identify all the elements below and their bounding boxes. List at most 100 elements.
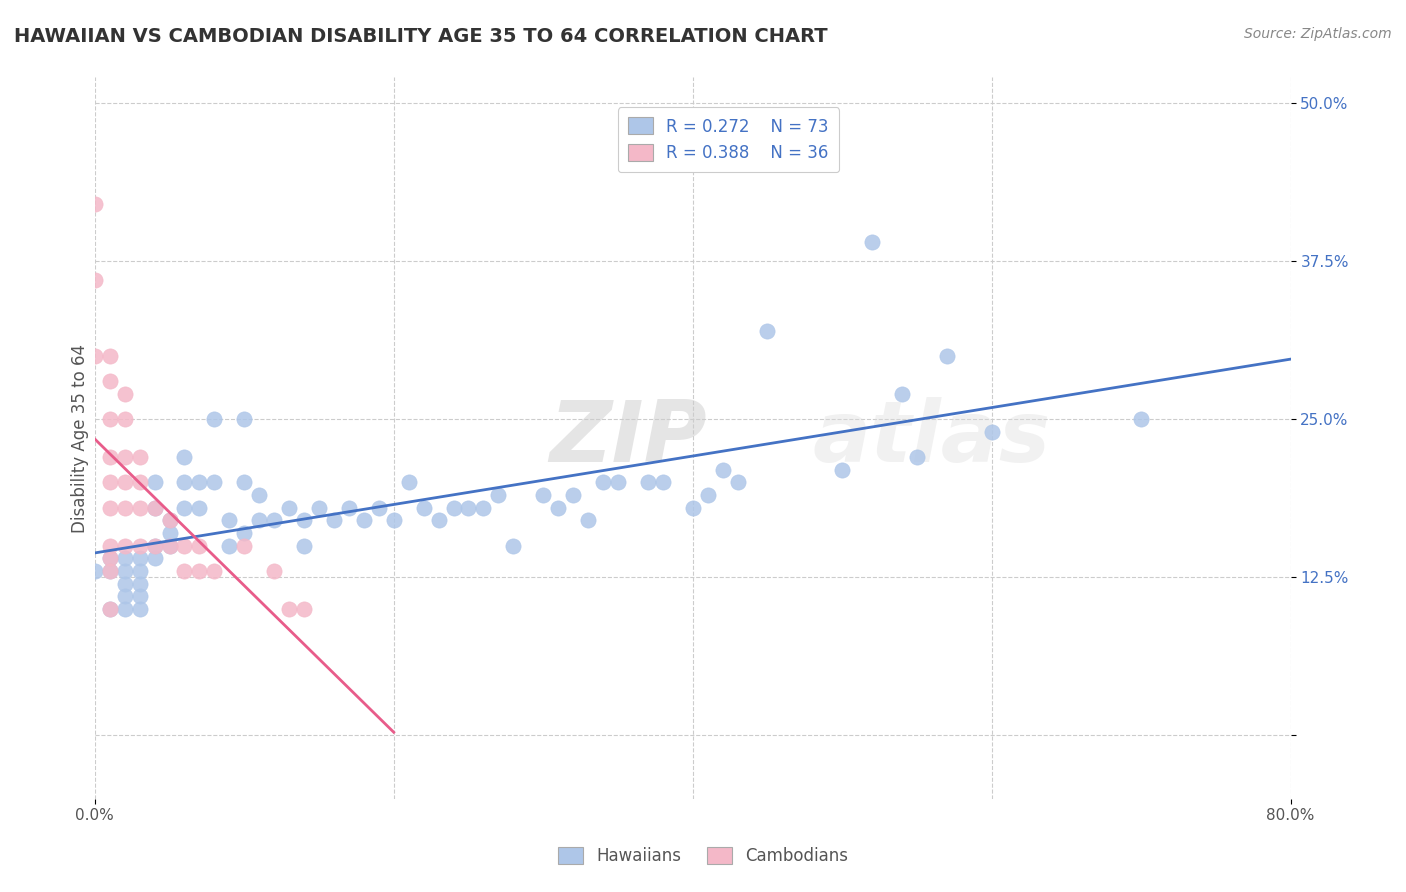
Point — [860, 235, 883, 249]
Point — [607, 475, 630, 490]
Point — [263, 564, 285, 578]
Point — [114, 450, 136, 464]
Point — [531, 488, 554, 502]
Point — [353, 513, 375, 527]
Point — [412, 500, 434, 515]
Point — [173, 564, 195, 578]
Point — [173, 539, 195, 553]
Point — [114, 500, 136, 515]
Point — [159, 513, 181, 527]
Point — [173, 475, 195, 490]
Point — [143, 475, 166, 490]
Point — [218, 539, 240, 553]
Point — [159, 539, 181, 553]
Point — [128, 539, 150, 553]
Point — [114, 539, 136, 553]
Point — [83, 197, 105, 211]
Point — [202, 564, 225, 578]
Point — [233, 475, 256, 490]
Point — [98, 450, 121, 464]
Point — [143, 551, 166, 566]
Point — [98, 602, 121, 616]
Point — [247, 513, 270, 527]
Point — [696, 488, 718, 502]
Point — [128, 475, 150, 490]
Text: atlas: atlas — [813, 397, 1050, 480]
Point — [905, 450, 928, 464]
Point — [980, 425, 1002, 439]
Point — [143, 500, 166, 515]
Point — [472, 500, 495, 515]
Point — [398, 475, 420, 490]
Point — [128, 576, 150, 591]
Point — [128, 589, 150, 603]
Point — [114, 475, 136, 490]
Point — [292, 513, 315, 527]
Point — [128, 564, 150, 578]
Point — [292, 602, 315, 616]
Point — [173, 450, 195, 464]
Point — [98, 500, 121, 515]
Point — [278, 602, 301, 616]
Point — [98, 374, 121, 388]
Point — [98, 475, 121, 490]
Point — [98, 349, 121, 363]
Point — [159, 526, 181, 541]
Legend: R = 0.272    N = 73, R = 0.388    N = 36: R = 0.272 N = 73, R = 0.388 N = 36 — [619, 107, 839, 172]
Point — [247, 488, 270, 502]
Point — [457, 500, 479, 515]
Point — [143, 500, 166, 515]
Point — [831, 463, 853, 477]
Point — [128, 450, 150, 464]
Point — [98, 412, 121, 426]
Point — [502, 539, 524, 553]
Point — [114, 589, 136, 603]
Point — [382, 513, 405, 527]
Point — [128, 551, 150, 566]
Legend: Hawaiians, Cambodians: Hawaiians, Cambodians — [548, 837, 858, 875]
Point — [128, 500, 150, 515]
Point — [278, 500, 301, 515]
Text: HAWAIIAN VS CAMBODIAN DISABILITY AGE 35 TO 64 CORRELATION CHART: HAWAIIAN VS CAMBODIAN DISABILITY AGE 35 … — [14, 27, 828, 45]
Text: Source: ZipAtlas.com: Source: ZipAtlas.com — [1244, 27, 1392, 41]
Point — [427, 513, 450, 527]
Point — [367, 500, 389, 515]
Point — [114, 386, 136, 401]
Point — [443, 500, 465, 515]
Point — [233, 539, 256, 553]
Point — [114, 551, 136, 566]
Text: ZIP: ZIP — [550, 397, 707, 480]
Point — [98, 602, 121, 616]
Point — [114, 412, 136, 426]
Point — [1130, 412, 1153, 426]
Point — [188, 475, 211, 490]
Point — [188, 539, 211, 553]
Point — [173, 500, 195, 515]
Point — [756, 324, 779, 338]
Point — [323, 513, 346, 527]
Point — [98, 564, 121, 578]
Point — [592, 475, 614, 490]
Point — [114, 602, 136, 616]
Point — [98, 564, 121, 578]
Point — [292, 539, 315, 553]
Point — [83, 273, 105, 287]
Point — [98, 551, 121, 566]
Point — [143, 539, 166, 553]
Point — [83, 349, 105, 363]
Y-axis label: Disability Age 35 to 64: Disability Age 35 to 64 — [72, 343, 89, 533]
Point — [128, 602, 150, 616]
Point — [308, 500, 330, 515]
Point — [547, 500, 569, 515]
Point — [576, 513, 599, 527]
Point — [202, 475, 225, 490]
Point — [98, 539, 121, 553]
Point — [233, 412, 256, 426]
Point — [114, 564, 136, 578]
Point — [202, 412, 225, 426]
Point — [637, 475, 659, 490]
Point — [891, 386, 914, 401]
Point — [562, 488, 585, 502]
Point — [337, 500, 360, 515]
Point — [935, 349, 957, 363]
